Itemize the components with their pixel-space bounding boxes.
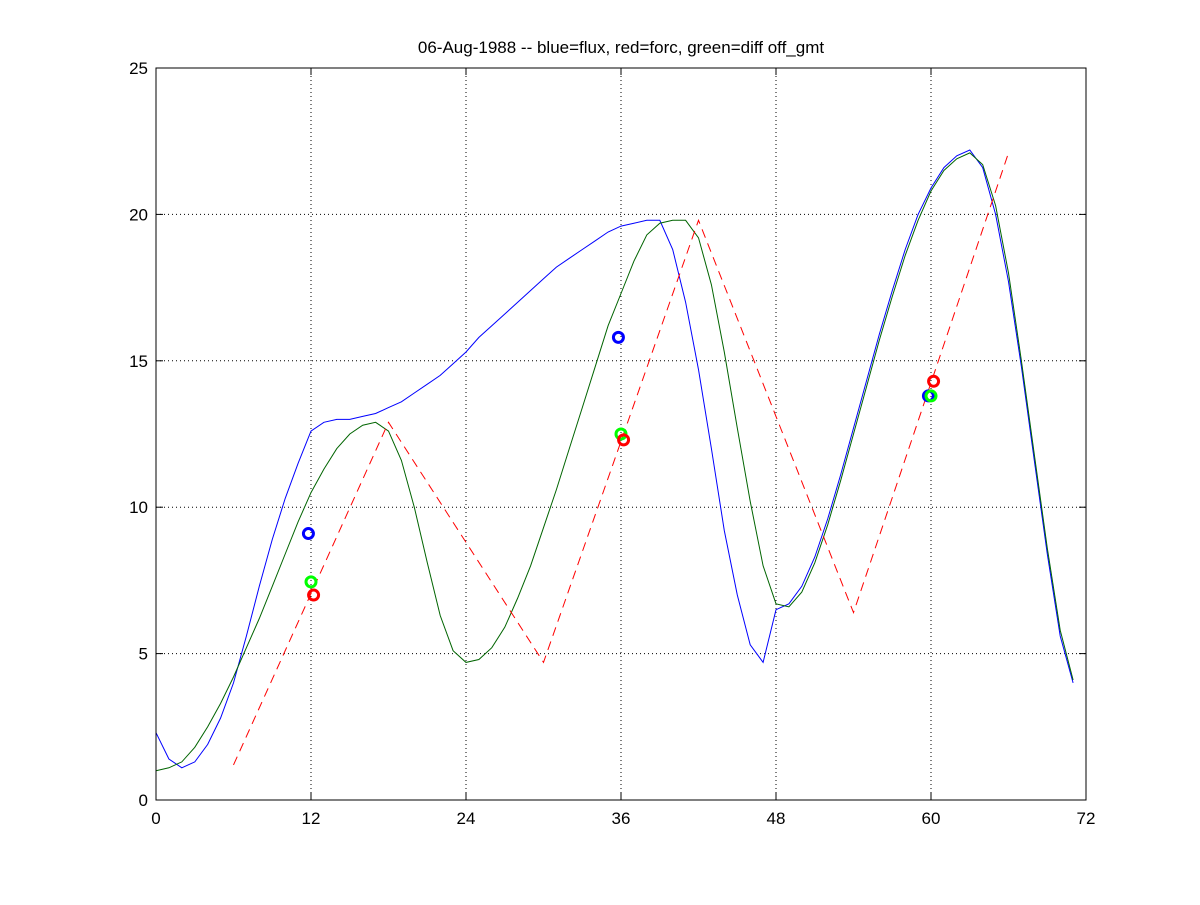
y-tick-label: 10 [129,498,148,517]
data-point-marker [924,389,938,403]
y-tick-label: 5 [139,645,148,664]
series-line-green [155,152,1074,772]
x-tick-label: 12 [302,809,321,828]
x-tick-label: 48 [767,809,786,828]
series-line-blue [155,149,1074,769]
axes-layer: 0 12 24 36 48 60 72 0 5 10 15 20 25 [129,59,1095,828]
data-point-marker [304,575,318,589]
marker-layer [301,330,941,602]
data-point-marker [611,330,625,344]
y-tick-label: 0 [139,791,148,810]
data-point-marker [927,374,941,388]
x-tick-label: 72 [1077,809,1096,828]
x-tick-label: 24 [457,809,476,828]
series-layer [155,149,1074,772]
x-tick-label: 60 [922,809,941,828]
chart-title: 06-Aug-1988 -- blue=flux, red=forc, gree… [418,38,824,57]
x-tick-label: 36 [612,809,631,828]
data-point-marker [617,433,631,447]
y-tick-label: 20 [129,205,148,224]
data-point-marker [301,527,315,541]
grid-layer [156,68,1086,800]
y-tick-label: 25 [129,59,148,78]
y-tick-label: 15 [129,352,148,371]
x-tick-label: 0 [151,809,160,828]
data-point-marker [307,588,321,602]
